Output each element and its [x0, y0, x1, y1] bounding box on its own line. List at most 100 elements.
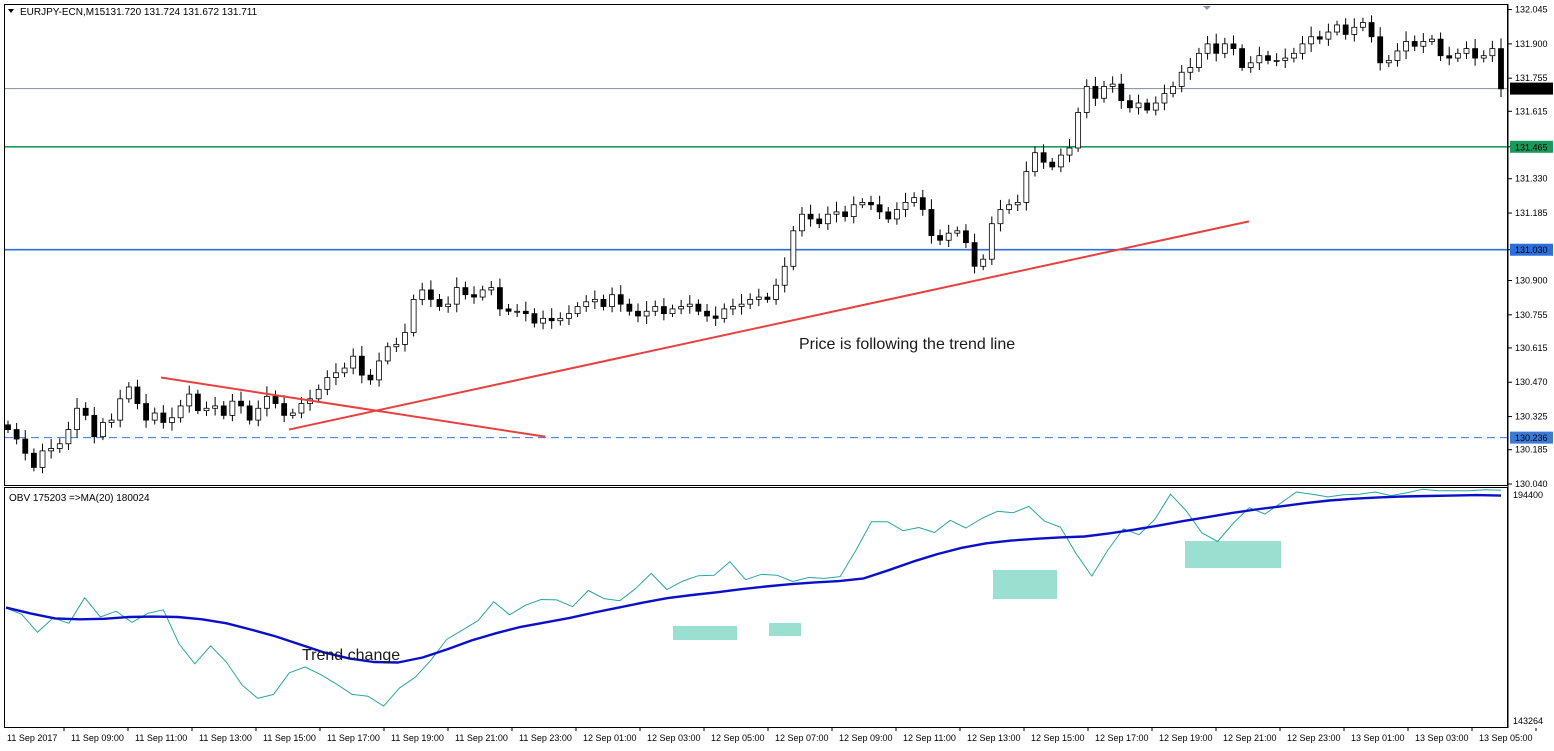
candle-body	[919, 197, 926, 210]
candle-body	[30, 452, 37, 468]
candle-body	[548, 317, 555, 322]
candle-body	[1066, 147, 1073, 156]
candle-body	[954, 230, 961, 234]
time-tick-label: 11 Sep 21:00	[455, 733, 508, 743]
level-label-box	[1510, 431, 1553, 444]
trend-line[interactable]	[160, 376, 546, 438]
candle-body	[1057, 154, 1064, 168]
trendlines-layer[interactable]	[160, 220, 1250, 438]
level-label-box	[1510, 140, 1553, 153]
candle-body	[1014, 202, 1021, 206]
candle-body	[1170, 86, 1176, 94]
candle-body	[384, 346, 391, 362]
candle-body	[893, 209, 900, 220]
candle-body	[790, 230, 797, 267]
level-label-box	[1510, 243, 1553, 256]
candle-body	[1437, 38, 1444, 57]
candle-body	[1196, 52, 1202, 68]
candle-body	[324, 377, 331, 390]
candle-body	[971, 242, 978, 267]
candle-body	[1429, 38, 1435, 42]
candle-body	[1178, 71, 1185, 87]
candle-body	[1377, 36, 1384, 64]
trend-line[interactable]	[288, 220, 1250, 431]
candle-body	[583, 301, 590, 307]
candle-body	[134, 386, 141, 404]
candle-body	[358, 355, 365, 376]
chart-shift-marker-icon[interactable]	[1203, 6, 1211, 10]
candle-body	[471, 294, 477, 298]
obv-lines	[5, 488, 1502, 707]
candle-body	[1049, 161, 1056, 168]
level-label-text: 130.236	[1515, 433, 1548, 443]
candle-body	[1290, 52, 1297, 59]
time-tick-label: 11 Sep 19:00	[391, 733, 444, 743]
time-tick-label: 11 Sep 15:00	[263, 733, 316, 743]
highlight-zone	[673, 626, 737, 640]
obv-highlight-zones	[673, 541, 1281, 640]
candle-body	[824, 213, 831, 225]
candle-body	[807, 213, 814, 220]
time-tick-label: 12 Sep 07:00	[775, 733, 829, 743]
candle-body	[1385, 60, 1392, 64]
candle-body	[264, 396, 270, 409]
candle-body	[238, 400, 244, 407]
price-tick-label: 131.615	[1515, 106, 1548, 116]
candle-body	[1152, 102, 1159, 111]
candle-body	[186, 393, 193, 407]
candle-body	[842, 211, 849, 218]
candle-body	[272, 396, 279, 404]
candle-body	[1351, 26, 1358, 35]
candle-body	[600, 299, 607, 307]
candle-body	[505, 308, 512, 312]
price-tick-label: 131.330	[1515, 174, 1548, 184]
candle-body	[626, 303, 633, 312]
candle-body	[1273, 60, 1280, 62]
time-tick-label: 12 Sep 05:00	[711, 733, 765, 743]
candle-body	[833, 211, 840, 215]
candle-body	[1075, 112, 1082, 149]
candle-body	[1221, 43, 1228, 54]
candle-body	[125, 386, 132, 400]
indicator-frame	[4, 487, 1508, 728]
highlight-zone	[1185, 541, 1281, 568]
time-tick-label: 13 Sep 05:00	[1479, 733, 1533, 743]
price-tick-label: 130.615	[1515, 343, 1548, 353]
candle-body	[1446, 55, 1453, 59]
candle-body	[617, 294, 624, 305]
time-tick-label: 11 Sep 11:00	[135, 733, 187, 743]
candle-body	[1230, 43, 1237, 49]
candle-body	[160, 412, 167, 423]
time-tick-label: 12 Sep 19:00	[1159, 733, 1213, 743]
levels-layer	[5, 88, 1507, 439]
candle-body	[1489, 48, 1496, 57]
price-level-labels: 131.465 131.030 130.236 131.711	[1510, 82, 1553, 444]
candle-body	[885, 211, 892, 220]
time-tick-label: 13 Sep 01:00	[1351, 733, 1405, 743]
candle-body	[1101, 86, 1107, 99]
candle-body	[1316, 36, 1323, 40]
highlight-zone	[769, 623, 801, 636]
candle-body	[876, 204, 883, 213]
obv-axis-max: 194400	[1513, 490, 1543, 500]
candle-body	[246, 405, 253, 421]
candle-body	[1247, 62, 1254, 68]
time-tick-label: 13 Sep 03:00	[1415, 733, 1469, 743]
candle-body	[695, 303, 702, 312]
candle-body	[177, 405, 184, 419]
candle-body	[1092, 86, 1099, 99]
candle-body	[1472, 48, 1479, 59]
candle-body	[799, 213, 805, 232]
candle-body	[859, 202, 866, 206]
candle-body	[1023, 171, 1030, 203]
candle-body	[169, 417, 175, 423]
chart-menu-arrow-icon[interactable]	[8, 9, 14, 13]
time-tick-label: 12 Sep 11:00	[903, 733, 956, 743]
candle-body	[1394, 50, 1401, 61]
candle-body	[1411, 41, 1418, 47]
time-tick-label: 11 Sep 09:00	[71, 733, 124, 743]
price-tick-label: 130.040	[1515, 479, 1548, 489]
candle-body	[1480, 55, 1487, 59]
candle-body	[143, 403, 149, 421]
